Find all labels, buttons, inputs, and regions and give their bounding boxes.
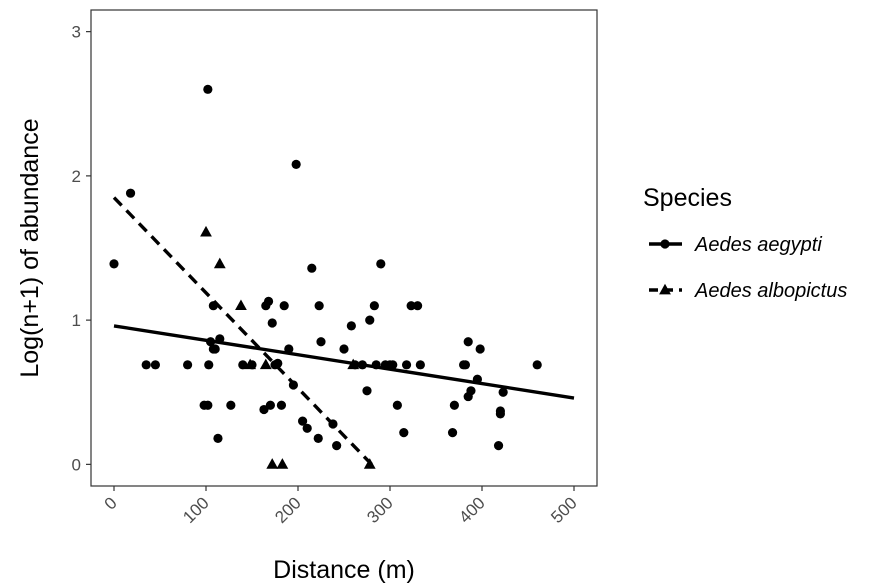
data-point-series-1 — [371, 360, 381, 370]
data-point-series-1 — [109, 259, 119, 269]
data-point-series-1 — [495, 406, 505, 416]
data-point-series-1 — [406, 301, 416, 311]
data-point-series-1 — [401, 360, 412, 370]
y-tick-label: 1 — [72, 311, 81, 330]
legend-key-marker — [660, 239, 670, 249]
x-axis-title: Distance (m) — [273, 556, 415, 584]
legend-label: Aedes albopictus — [694, 280, 847, 302]
data-point-series-1 — [150, 360, 160, 370]
data-point-series-1 — [365, 315, 375, 325]
data-point-series-2 — [363, 458, 376, 469]
data-point-series-1 — [298, 416, 308, 426]
y-axis-title: Log(n+1) of abundance — [16, 118, 44, 377]
data-point-series-1 — [316, 337, 326, 347]
data-point-series-1 — [208, 301, 218, 311]
plot-panel-border — [90, 9, 598, 487]
data-point-series-1 — [392, 400, 402, 410]
legend-key-marker — [659, 283, 671, 295]
y-axis: 0 1 2 3 — [72, 23, 91, 474]
data-point-series-1 — [466, 386, 476, 396]
data-point-series-1 — [307, 263, 317, 273]
data-point-series-1 — [210, 344, 220, 354]
fit-line-series-1 — [113, 324, 575, 400]
data-point-series-2 — [347, 358, 360, 370]
data-point-series-1 — [226, 400, 236, 410]
data-point-series-1 — [213, 433, 223, 443]
data-point-series-1 — [302, 423, 312, 433]
legend-items: Aedes aegypti Aedes albopictus — [649, 234, 847, 302]
data-point-series-1 — [206, 337, 216, 347]
data-point-series-1 — [288, 380, 298, 390]
data-point-series-1 — [532, 360, 542, 370]
data-point-series-1 — [475, 344, 485, 354]
data-point-series-1 — [357, 360, 367, 370]
legend-label: Aedes aegypti — [694, 234, 822, 256]
data-point-series-1 — [493, 441, 504, 451]
data-point-series-1 — [313, 433, 323, 443]
data-point-series-1 — [291, 159, 301, 169]
data-point-series-1 — [215, 334, 225, 344]
data-point-series-1 — [279, 301, 289, 311]
data-point-series-1 — [369, 301, 379, 311]
data-point-series-2 — [266, 458, 279, 469]
data-point-series-1 — [203, 400, 213, 410]
data-point-series-1 — [204, 360, 214, 370]
data-point-series-1 — [472, 374, 482, 384]
data-point-series-1 — [388, 360, 398, 370]
data-point-series-1 — [460, 360, 471, 370]
data-point-series-2 — [244, 358, 257, 370]
data-point-series-1 — [399, 428, 409, 438]
y-tick-label: 2 — [72, 167, 81, 186]
data-point-series-1 — [314, 301, 324, 311]
data-point-series-2 — [235, 299, 247, 311]
data-point-series-1 — [265, 400, 275, 410]
data-point-series-1 — [263, 296, 274, 306]
data-points — [109, 84, 542, 469]
data-point-series-1 — [362, 386, 372, 396]
data-point-series-1 — [259, 404, 269, 415]
data-point-series-1 — [463, 337, 473, 347]
data-point-series-1 — [238, 360, 248, 370]
data-point-series-1 — [328, 419, 338, 429]
legend: Species Aedes aegypti Aedes albopictus — [643, 184, 847, 302]
data-point-series-1 — [273, 358, 283, 368]
data-point-series-1 — [376, 259, 386, 269]
y-tick-label: 3 — [72, 23, 81, 42]
data-point-series-2 — [259, 358, 272, 370]
data-point-series-1 — [498, 387, 508, 397]
fit-lines — [112, 196, 575, 466]
data-point-series-1 — [339, 344, 349, 354]
data-point-series-1 — [141, 360, 151, 370]
data-point-series-1 — [203, 84, 213, 94]
data-point-series-1 — [267, 318, 277, 328]
data-point-series-1 — [413, 301, 423, 311]
data-point-series-1 — [284, 344, 294, 354]
data-point-series-1 — [447, 428, 458, 438]
y-tick-label: 0 — [72, 455, 81, 474]
data-point-series-1 — [332, 441, 342, 451]
data-point-series-1 — [415, 360, 425, 370]
data-point-series-2 — [276, 458, 289, 469]
data-point-series-1 — [346, 321, 356, 331]
fit-line-series-2 — [112, 196, 373, 466]
data-point-series-1 — [276, 400, 287, 410]
legend-title: Species — [643, 184, 732, 212]
data-point-series-1 — [125, 188, 136, 198]
data-point-series-1 — [183, 360, 193, 370]
data-point-series-1 — [449, 400, 459, 410]
data-point-series-2 — [213, 257, 226, 269]
data-point-series-2 — [200, 225, 212, 237]
